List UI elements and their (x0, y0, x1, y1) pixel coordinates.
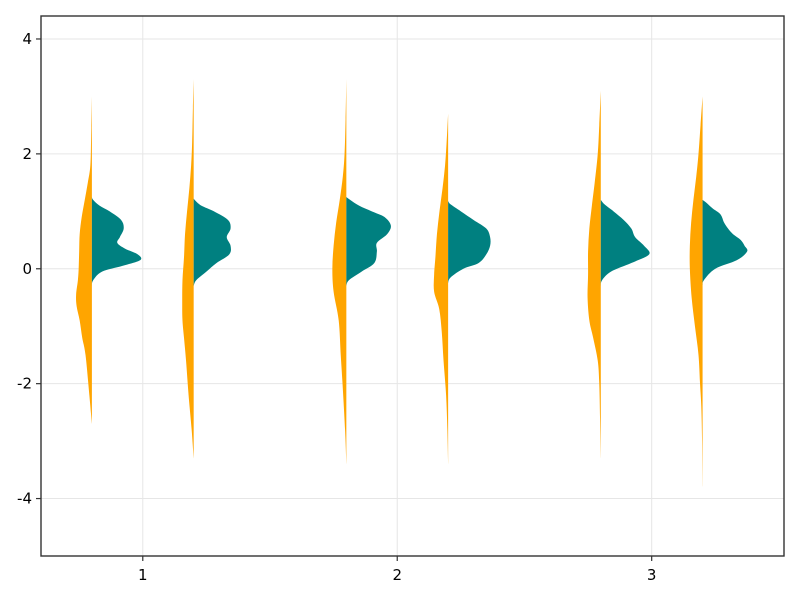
x-tick-label: 2 (392, 566, 402, 584)
violin-1-right-half (91, 196, 142, 286)
violin-4-left-half (433, 113, 449, 465)
violin-series (76, 79, 748, 488)
violin-2-right-half (193, 198, 231, 286)
violin-3-left-half (332, 79, 347, 465)
x-tick-label: 3 (647, 566, 657, 584)
x-tick-label: 1 (138, 566, 148, 584)
y-tick-label: -4 (17, 490, 32, 508)
axis-ticks: 1 2 3 -4 -2 0 2 4 (17, 30, 656, 584)
violin-6-left-half (689, 96, 703, 488)
violin-4-right-half (448, 200, 491, 284)
violin-6-right-half (702, 199, 748, 286)
y-tick-label: 4 (22, 30, 32, 48)
plot-frame (40, 15, 785, 557)
y-tick-label: 2 (22, 145, 32, 163)
grid-lines (41, 16, 784, 556)
violin-5-right-half (600, 199, 650, 286)
violin-3-right-half (346, 196, 391, 286)
violin-5-left-half (587, 90, 601, 459)
y-tick-label: -2 (17, 375, 32, 393)
y-tick-label: 0 (22, 260, 32, 278)
violin-1-left-half (76, 96, 92, 424)
violin-2-left-half (182, 79, 194, 459)
